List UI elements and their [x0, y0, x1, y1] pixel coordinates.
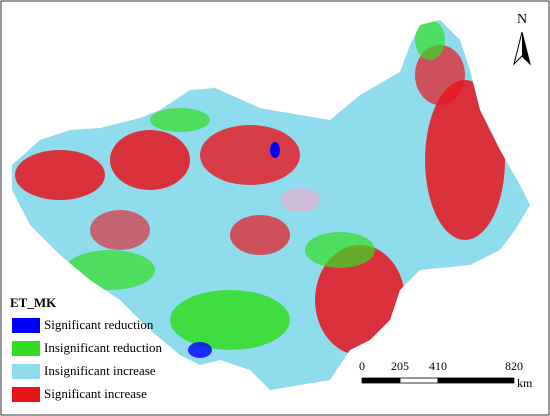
scale-segment: [437, 377, 515, 384]
legend-swatch: [12, 364, 40, 379]
legend-label: Significant increase: [44, 386, 147, 401]
north-arrow-fill: [522, 32, 530, 64]
legend-label: Significant reduction: [44, 317, 154, 332]
scale-segment: [361, 377, 401, 384]
legend-title: ET_MK: [10, 295, 57, 310]
scale-bar: 0 205 410 820 km: [359, 359, 533, 390]
scale-tick-label: 205: [391, 359, 409, 373]
scale-tick-label: 820: [505, 359, 523, 373]
legend-swatch: [12, 387, 40, 402]
scale-segment: [399, 377, 439, 384]
legend-label: Insignificant increase: [44, 363, 156, 378]
legend: Significant reduction Insignificant reduc…: [12, 317, 163, 402]
north-label: N: [517, 12, 527, 27]
scale-unit: km: [517, 376, 533, 390]
scale-tick-label: 410: [429, 359, 447, 373]
scale-tick-label: 0: [359, 359, 365, 373]
legend-swatch: [12, 341, 40, 356]
legend-swatch: [12, 318, 40, 333]
legend-label: Insignificant reduction: [44, 340, 163, 355]
